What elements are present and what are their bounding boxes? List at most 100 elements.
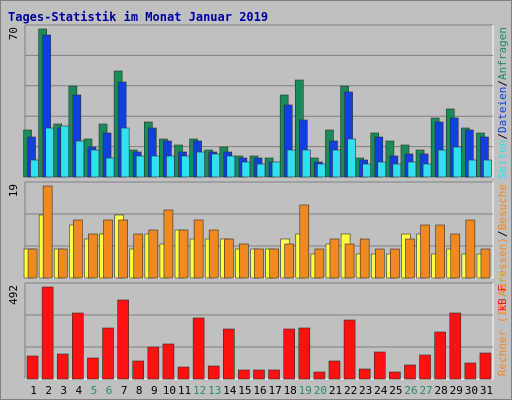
- bar-besuche-day-26: [405, 238, 415, 279]
- bar-seiten-day-11: [181, 155, 190, 178]
- bar-kb-f-day-21: [328, 360, 341, 380]
- chart-title: Tages-Statistik im Monat Januar 2019: [8, 10, 269, 24]
- y-axis-max-label-middle: 19: [7, 184, 20, 197]
- x-tick-label-day-4: 4: [76, 384, 83, 397]
- bar-kb-f-day-4: [72, 312, 84, 380]
- x-tick-label-day-20: 20: [314, 384, 327, 397]
- bar-seiten-day-28: [437, 149, 447, 178]
- bar-seiten-day-29: [452, 146, 462, 178]
- bar-kb-f-day-19: [298, 327, 311, 380]
- bar-besuche-day-17: [269, 248, 279, 279]
- bar-seiten-day-6: [105, 157, 115, 178]
- bar-kb-f-day-1: [26, 355, 39, 380]
- bar-besuche-day-27: [420, 224, 430, 279]
- bar-seiten-day-25: [392, 163, 402, 178]
- bar-seiten-day-12: [196, 151, 205, 178]
- bar-seiten-day-27: [422, 163, 432, 178]
- bar-kb-f-day-2: [41, 286, 54, 380]
- x-tick-label-day-13: 13: [208, 384, 221, 397]
- x-tick-label-day-31: 31: [480, 384, 493, 397]
- x-tick-label-day-14: 14: [223, 384, 237, 397]
- legend-part: kB F: [496, 285, 509, 312]
- x-tick-label-day-7: 7: [121, 384, 128, 397]
- bar-besuche-day-21: [329, 238, 340, 279]
- legend-part: Rechner (IP-Adressen): [496, 237, 509, 376]
- bar-kb-f-day-6: [102, 327, 114, 380]
- legend-label-middle: Rechner (IP-Adressen)/Besuche: [496, 184, 509, 376]
- legend-part: /: [496, 230, 509, 237]
- x-tick-label-day-9: 9: [151, 384, 158, 397]
- bar-seiten-day-31: [483, 159, 492, 178]
- x-tick-label-day-15: 15: [238, 384, 251, 397]
- bar-besuche-day-24: [374, 248, 385, 279]
- bar-seiten-day-22: [347, 138, 356, 178]
- bar-besuche-day-10: [163, 209, 174, 279]
- bar-kb-f-day-17: [268, 369, 280, 380]
- bar-seiten-day-9: [151, 155, 160, 178]
- bar-besuche-day-20: [314, 248, 325, 279]
- bar-kb-f-day-24: [373, 351, 386, 380]
- bar-seiten-day-23: [362, 163, 371, 178]
- x-tick-label-day-29: 29: [450, 384, 463, 397]
- bar-besuche-day-23: [359, 238, 370, 279]
- bar-seiten-day-30: [468, 159, 477, 178]
- bar-kb-f-day-15: [238, 369, 250, 380]
- bar-kb-f-day-11: [177, 366, 190, 380]
- x-tick-label-day-17: 17: [268, 384, 281, 397]
- y-axis-max-label-top: 70: [7, 27, 20, 40]
- legend-part: Besuche: [496, 184, 509, 230]
- bar-besuche-day-22: [344, 243, 355, 279]
- x-tick-label-day-2: 2: [45, 384, 52, 397]
- x-tick-label-day-11: 11: [178, 384, 191, 397]
- bar-besuche-day-29: [450, 233, 461, 279]
- bar-besuche-day-16: [254, 248, 264, 279]
- bar-seiten-day-26: [407, 161, 417, 178]
- x-tick-label-day-26: 26: [404, 384, 417, 397]
- x-tick-label-day-24: 24: [374, 384, 388, 397]
- x-tick-label-day-23: 23: [359, 384, 372, 397]
- bar-besuche-day-12: [193, 219, 204, 279]
- bar-besuche-day-9: [148, 229, 159, 279]
- bar-kb-f-day-30: [464, 362, 477, 380]
- x-tick-label-day-1: 1: [30, 384, 37, 397]
- bar-kb-f-day-18: [283, 328, 295, 380]
- bar-besuche-day-5: [88, 233, 98, 279]
- bar-kb-f-day-22: [343, 319, 356, 380]
- bar-seiten-day-17: [271, 161, 281, 178]
- bar-kb-f-day-25: [389, 371, 401, 380]
- legend-label-top: Seiten/Dateien/Anfragen: [496, 27, 509, 179]
- legend-part: Anfragen: [496, 27, 509, 80]
- bar-seiten-day-14: [226, 155, 236, 178]
- bar-besuche-day-15: [239, 243, 249, 279]
- x-tick-label-day-3: 3: [60, 384, 67, 397]
- x-tick-label-day-19: 19: [299, 384, 312, 397]
- x-tick-label-day-18: 18: [284, 384, 297, 397]
- x-tick-label-day-27: 27: [419, 384, 432, 397]
- bar-seiten-day-20: [317, 163, 326, 178]
- x-tick-label-day-28: 28: [435, 384, 448, 397]
- legend-part: /: [496, 133, 509, 140]
- bar-besuche-day-28: [435, 224, 445, 279]
- bar-besuche-day-3: [57, 248, 68, 279]
- x-tick-label-day-12: 12: [193, 384, 206, 397]
- bar-besuche-day-18: [284, 243, 294, 279]
- bar-besuche-day-8: [133, 233, 144, 279]
- bar-kb-f-day-27: [419, 354, 431, 380]
- bar-besuche-day-6: [103, 219, 113, 279]
- legend-label-bottom: kB F: [496, 285, 509, 312]
- bar-seiten-day-18: [286, 149, 296, 178]
- bar-besuche-day-2: [42, 185, 53, 279]
- legend-part: /: [496, 80, 509, 87]
- bar-kb-f-day-5: [87, 357, 99, 380]
- bar-kb-f-day-23: [358, 368, 371, 380]
- x-tick-label-day-22: 22: [344, 384, 357, 397]
- bar-besuche-day-19: [299, 204, 310, 279]
- bar-seiten-day-19: [301, 149, 311, 178]
- bar-kb-f-day-9: [147, 346, 160, 380]
- bar-besuche-day-25: [390, 248, 400, 279]
- bar-besuche-day-13: [208, 229, 219, 279]
- bar-kb-f-day-10: [162, 343, 175, 380]
- x-tick-label-day-10: 10: [163, 384, 176, 397]
- bar-besuche-day-7: [118, 219, 128, 279]
